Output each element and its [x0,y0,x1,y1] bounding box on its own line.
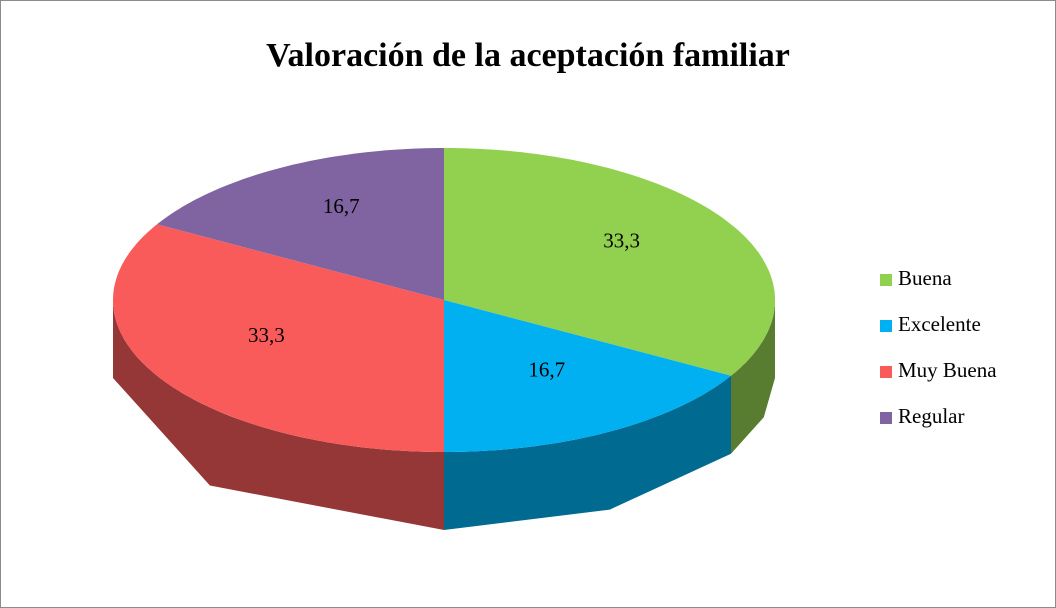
data-label: 33,3 [603,229,640,253]
legend-label: Regular [898,404,964,428]
legend-swatch [880,320,892,332]
slice [113,224,444,452]
slice [444,148,775,376]
legend-swatch [880,366,892,378]
slice [444,300,731,452]
legend-swatch [880,412,892,424]
slice-side [731,300,775,454]
chart-title: Valoración de la aceptación familiar [266,37,790,74]
legend-label: Excelente [898,312,981,336]
data-label: 33,3 [248,323,285,347]
data-label: 16,7 [323,194,360,218]
legend-label: Buena [898,266,952,290]
data-label: 16,7 [528,357,565,381]
slice [157,148,444,300]
slice-side [444,375,731,530]
legend-label: Muy Buena [898,358,997,382]
legend-swatch [880,274,892,286]
slice-side [113,300,444,530]
